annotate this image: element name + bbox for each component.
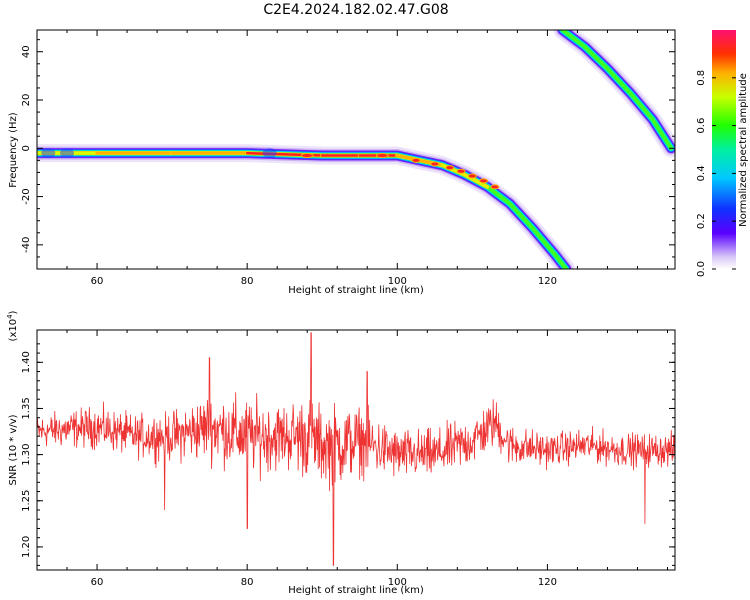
snr-panel: 60 80 100 120 1.20 1.25 1.30 1.35 1.40 Height of… (6, 310, 676, 596)
spectral-peak (375, 153, 389, 159)
colorbar-tick-label: 0.4 (696, 165, 707, 181)
colorbar: 0.0 0.2 0.4 0.6 0.8 Normalized spectral ampl… (696, 30, 749, 277)
track-aliased (553, 30, 675, 158)
spectral-blob (60, 148, 75, 159)
colorbar-tick-label: 0.8 (696, 70, 707, 86)
colorbar-tick-label: 0.0 (696, 261, 707, 277)
spectral-peak (430, 161, 440, 167)
snr-x-tick-label: 60 (91, 577, 104, 588)
spectrum-y-tick-label: -40 (21, 237, 32, 253)
spectral-blob (262, 148, 277, 159)
track-main (37, 144, 576, 269)
spectral-blob (41, 148, 56, 159)
spectrum-x-tick-label: 100 (388, 276, 407, 287)
spectral-peak (467, 173, 477, 179)
spectrum-y-tick-label: 40 (21, 45, 32, 58)
spectral-peak (479, 178, 489, 184)
spectrum-x-axis-label: Height of straight line (km) (288, 285, 424, 296)
spectrum-x-tick-label: 120 (538, 276, 557, 287)
snr-y-tick-label: 1.25 (21, 490, 32, 512)
snr-y-tick-label: 1.40 (21, 351, 32, 373)
spectral-peak (456, 168, 466, 174)
spectrum-x-tick-label: 60 (91, 276, 104, 287)
spectrum-y-tick-label: 20 (21, 94, 32, 107)
chart-title: C2E4.2024.182.02.47.G08 (263, 2, 449, 18)
spectrum-y-tick-label: -20 (21, 188, 32, 204)
spectrum-y-tick-label: 0 (21, 145, 32, 151)
snr-y-tick-label: 1.20 (21, 536, 32, 558)
snr-x-axis-label: Height of straight line (km) (288, 585, 424, 596)
spectrum-panel: 60 80 100 120 40 20 0 -20 -40 Height of straight… (8, 29, 676, 296)
snr-series-line (37, 332, 675, 566)
snr-scale-label: (x104) (6, 310, 19, 341)
snr-x-tick-label: 80 (241, 577, 254, 588)
snr-x-tick-label: 100 (388, 577, 407, 588)
spectrum-x-tick-label: 80 (241, 276, 254, 287)
snr-y-tick-label: 1.30 (21, 443, 32, 465)
snr-y-tick-label: 1.35 (21, 397, 32, 419)
colorbar-tick-label: 0.6 (696, 118, 707, 134)
spectrum-y-axis-label: Frequency (Hz) (8, 112, 19, 188)
snr-x-tick-label: 120 (538, 577, 557, 588)
colorbar-tick-label: 0.2 (696, 213, 707, 229)
spectral-peak (490, 184, 500, 190)
colorbar-label: Normalized spectral amplitude (738, 73, 749, 227)
spectral-peak (411, 157, 421, 163)
spectral-peak (445, 165, 455, 171)
spectral-peak (300, 153, 314, 159)
snr-y-axis-label: SNR (10 * v/v) (8, 414, 19, 485)
